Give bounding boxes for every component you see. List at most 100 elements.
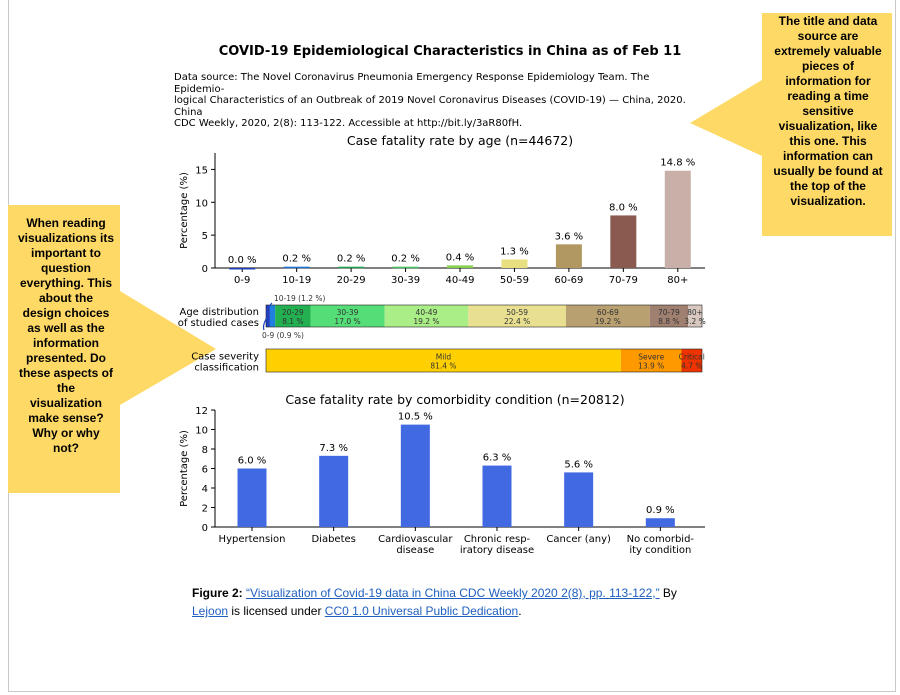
x-tick-label: No comorbid- — [627, 534, 695, 545]
bar — [392, 266, 419, 269]
figure-caption: Figure 2: “Visualization of Covid-19 dat… — [192, 584, 712, 620]
data-label: 3.6 % — [555, 231, 584, 242]
y-tick-label: 10 — [195, 198, 208, 209]
annotation-arrow — [262, 315, 269, 331]
data-source-text: Data source: The Novel Coronavirus Pneum… — [174, 72, 694, 130]
segment — [620, 349, 682, 372]
callout-line: reading a time — [787, 89, 869, 103]
segment-value: 19.2 % — [413, 317, 439, 326]
segment — [688, 305, 702, 327]
segment-label: 50-59 — [506, 308, 528, 317]
row-outline — [265, 348, 703, 373]
data-label: 8.0 % — [609, 202, 638, 213]
bar — [283, 266, 310, 269]
segment-label: 20-29 — [282, 308, 304, 317]
y-tick-label: 2 — [202, 504, 208, 515]
callout-right-text: The title and data source are extremely va… — [762, 14, 894, 209]
segment-value: 3.2 % — [684, 317, 705, 326]
x-tick-label: 60-69 — [554, 275, 583, 285]
segment-value: 19.2 % — [595, 317, 621, 326]
x-tick-label: ity condition — [629, 545, 691, 556]
callout-right-arrow — [690, 13, 892, 236]
caption-licensed: is licensed under — [228, 604, 325, 618]
segment — [266, 349, 621, 372]
data-label: 14.8 % — [660, 158, 695, 169]
segment-label: 40-49 — [416, 308, 438, 317]
author-link[interactable]: Lejoon — [192, 604, 229, 618]
x-tick-label: Chronic resp- — [464, 534, 531, 545]
x-tick-label: iratory disease — [460, 545, 534, 556]
callout-line: about the — [39, 291, 93, 305]
y-tick-label: 0 — [202, 523, 208, 534]
bar — [610, 215, 637, 268]
segment-value: 81.4 % — [430, 362, 456, 371]
x-tick-label: 20-29 — [337, 275, 366, 285]
callout-left-arrow — [8, 205, 216, 493]
segment — [649, 305, 689, 327]
segment-label: 60-69 — [597, 308, 619, 317]
row-outline — [265, 304, 703, 328]
x-tick-label: 50-59 — [500, 275, 529, 285]
data-label: 10.5 % — [398, 412, 433, 423]
callout-line: visualization, like — [778, 119, 878, 133]
y-tick-label: 0 — [202, 264, 208, 275]
callout-line: presented. Do — [25, 351, 106, 365]
callout-line: design choices — [22, 306, 110, 320]
callout-line: this one. This — [789, 134, 867, 148]
x-tick-label: Cancer (any) — [546, 534, 611, 545]
callout-line: visualizations its — [17, 231, 115, 245]
data-label: 0.9 % — [646, 505, 675, 516]
bar — [564, 472, 594, 527]
x-tick-label: Diabetes — [311, 534, 355, 545]
license-link[interactable]: CC0 1.0 Universal Public Dedication — [324, 604, 519, 618]
bar — [447, 265, 473, 268]
y-axis-label: Percentage (%) — [179, 430, 190, 507]
bar — [338, 266, 365, 269]
y-tick-label: 8 — [202, 445, 208, 456]
page-title: COVID-19 Epidemiological Characteristics… — [218, 44, 682, 59]
y-tick-label: 6 — [202, 465, 208, 476]
segment — [565, 305, 650, 327]
callout-line: Why or why — [32, 426, 100, 440]
bar — [501, 259, 528, 268]
callout-line: as well as the — [27, 321, 105, 335]
callout-line: information — [33, 336, 99, 350]
segment — [310, 305, 385, 327]
y-tick-label: 12 — [195, 406, 208, 417]
bar — [400, 424, 430, 527]
x-tick-label: disease — [396, 545, 434, 556]
row-label: Age distribution — [179, 307, 259, 318]
callout-line: extremely valuable — [774, 44, 882, 58]
callout-line: everything. This — [19, 276, 113, 290]
annotation-arrow — [266, 302, 273, 317]
callout-line: sensitive — [802, 104, 854, 118]
bar — [482, 465, 512, 527]
row-label: classification — [194, 363, 259, 374]
segment-value: 8.1 % — [282, 317, 303, 326]
segment-label: Mild — [436, 353, 452, 362]
segment-value: 22.4 % — [504, 317, 530, 326]
data-label: 0.0 % — [228, 255, 257, 266]
bar — [319, 455, 349, 527]
segment — [269, 305, 276, 327]
row-label: of studied cases — [178, 318, 259, 329]
data-label: 7.3 % — [319, 443, 348, 454]
callout-line: the — [57, 381, 75, 395]
x-tick-label: 70-79 — [609, 275, 638, 285]
bar — [237, 468, 267, 527]
segment-value: 13.9 % — [638, 362, 664, 371]
annotation: 10-19 (1.2 %) — [274, 294, 326, 303]
figure-label: Figure 2: — [192, 586, 243, 600]
source-line: logical Characteristics of an Outbreak o… — [174, 95, 686, 118]
figure-source-link[interactable]: “Visualization of Covid-19 data in China… — [246, 586, 660, 600]
callout-line: The title and data — [778, 14, 878, 28]
x-tick-label: 0-9 — [234, 275, 250, 285]
chart-fatality-by-comorbidity: Case fatality rate by comorbidity condit… — [179, 392, 705, 556]
segment-label: Severe — [638, 353, 664, 362]
caption-end: . — [518, 604, 522, 618]
data-label: 6.3 % — [483, 453, 512, 464]
callout-line: information can — [782, 149, 873, 163]
source-line: Data source: The Novel Coronavirus Pneum… — [174, 72, 650, 95]
callout-line: visualization. — [790, 194, 866, 208]
data-label: 1.3 % — [500, 246, 529, 257]
